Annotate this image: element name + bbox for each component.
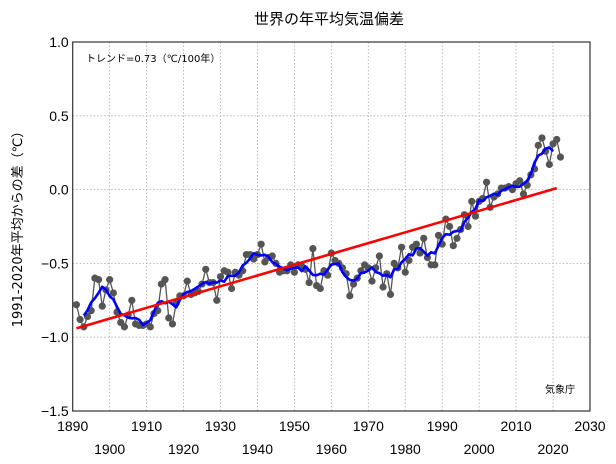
x-tick-label: 1890	[57, 418, 88, 434]
data-point	[464, 222, 472, 231]
data-point	[412, 240, 420, 248]
data-point	[213, 296, 221, 304]
y-tick-label: 1.0	[49, 34, 69, 50]
series-layer	[72, 134, 565, 331]
data-point	[76, 315, 84, 324]
x-tick-label: 2010	[501, 418, 532, 434]
x-tick-label: 2000	[464, 441, 495, 457]
data-point	[482, 178, 491, 186]
x-tick-label: 1900	[94, 441, 125, 457]
data-point	[72, 301, 80, 309]
data-point	[257, 240, 265, 248]
data-point	[309, 245, 317, 253]
data-point	[216, 273, 225, 281]
trend-annotation: トレンド=0.73（℃/100年）	[86, 52, 220, 65]
chart-title: 世界の年平均気温偏差	[254, 10, 404, 28]
data-point	[449, 242, 457, 250]
data-point	[545, 160, 553, 169]
data-point	[379, 283, 387, 291]
y-tick-label: −1.5	[41, 403, 69, 419]
x-tick-label: 1980	[390, 441, 421, 457]
data-point	[420, 234, 428, 242]
data-point	[98, 302, 106, 310]
data-point	[94, 276, 103, 284]
data-point	[146, 323, 154, 331]
data-point	[128, 296, 136, 304]
plot-frame	[72, 41, 591, 412]
data-point	[161, 276, 169, 284]
data-point	[120, 323, 129, 331]
data-point	[202, 265, 210, 273]
x-axis: 1890 1910 1930 1950 1970 1990 2010 2030 1900 1920…	[57, 418, 606, 457]
running-mean-line	[82, 146, 554, 327]
x-tick-label: 1920	[168, 441, 199, 457]
data-point	[401, 268, 409, 276]
data-point	[397, 243, 406, 251]
y-tick-label: −0.5	[41, 255, 69, 271]
data-point	[224, 268, 232, 276]
x-tick-label: 1960	[316, 441, 347, 457]
data-point	[227, 284, 236, 293]
data-point	[375, 252, 383, 260]
x-tick-label: 1970	[353, 418, 384, 434]
x-tick-label: 1940	[242, 441, 273, 457]
data-point	[183, 277, 191, 285]
x-tick-label: 2030	[574, 418, 605, 434]
y-tick-label: −1.0	[41, 329, 69, 345]
x-tick-label: 1930	[205, 418, 236, 434]
data-point	[471, 212, 480, 220]
data-point	[386, 290, 395, 298]
data-point	[516, 177, 524, 185]
data-point	[553, 135, 561, 144]
x-tick-label: 2020	[537, 441, 568, 457]
data-point	[349, 280, 358, 288]
y-tick-label: 0.0	[49, 182, 69, 198]
data-point	[468, 197, 476, 206]
source-label: 気象庁	[545, 383, 575, 396]
data-point	[346, 292, 354, 300]
data-point	[368, 277, 376, 285]
data-point	[165, 314, 173, 322]
y-axis-label: 1991-2020年平均からの差（℃）	[11, 125, 26, 327]
data-point	[106, 276, 114, 284]
data-point	[305, 278, 313, 287]
data-point	[168, 320, 177, 328]
y-tick-label: 0.5	[49, 108, 69, 124]
x-tick-label: 1950	[279, 418, 310, 434]
data-point	[519, 190, 528, 198]
data-point	[316, 284, 324, 293]
x-tick-label: 1990	[427, 418, 458, 434]
grid-lines	[72, 42, 590, 411]
y-axis: 1.0 0.5 0.0 −0.5 −1.0 −1.5	[41, 34, 69, 419]
data-point	[431, 261, 439, 269]
data-point	[109, 289, 117, 297]
data-point	[556, 153, 565, 161]
data-point	[538, 134, 546, 142]
x-tick-label: 1910	[131, 418, 162, 434]
data-point	[290, 268, 298, 276]
data-point	[445, 222, 454, 231]
trend-line	[76, 186, 558, 330]
data-point	[534, 141, 542, 149]
data-point	[434, 231, 443, 239]
annual-anomaly-line	[75, 136, 562, 329]
data-point	[453, 234, 461, 242]
